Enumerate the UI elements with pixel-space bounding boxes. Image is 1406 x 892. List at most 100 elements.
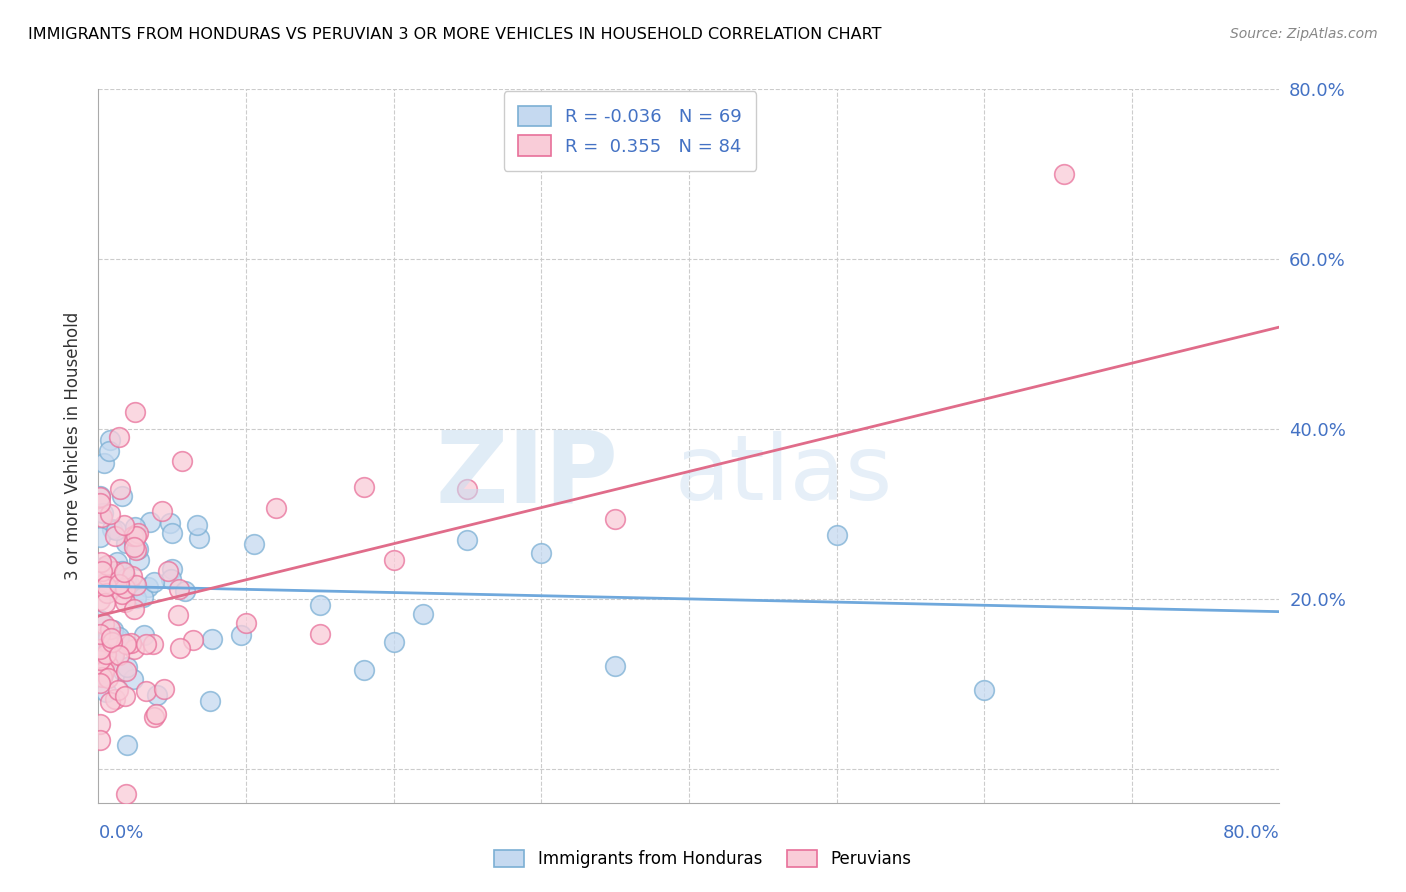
Point xyxy=(115,582,138,596)
Point xyxy=(121,569,143,583)
Point xyxy=(97,631,120,645)
Point xyxy=(94,596,117,610)
Legend: Immigrants from Honduras, Peruvians: Immigrants from Honduras, Peruvians xyxy=(488,843,918,875)
Point xyxy=(101,522,124,536)
Point xyxy=(353,480,375,494)
Point xyxy=(114,689,136,703)
Point xyxy=(128,553,150,567)
Point xyxy=(89,653,111,667)
Text: IMMIGRANTS FROM HONDURAS VS PERUVIAN 3 OR MORE VEHICLES IN HOUSEHOLD CORRELATION: IMMIGRANTS FROM HONDURAS VS PERUVIAN 3 O… xyxy=(28,27,882,42)
Point xyxy=(93,616,115,631)
Point xyxy=(89,564,111,578)
Text: ZIP: ZIP xyxy=(436,426,619,523)
Point xyxy=(142,710,165,724)
Point xyxy=(96,558,118,573)
Point xyxy=(107,682,129,697)
Text: 80.0%: 80.0% xyxy=(1223,824,1279,842)
Point xyxy=(105,555,128,569)
Point xyxy=(91,507,114,521)
Point xyxy=(110,577,132,591)
Point xyxy=(135,637,157,651)
Point xyxy=(124,602,146,616)
Point xyxy=(94,579,117,593)
Point xyxy=(90,641,112,656)
Point xyxy=(243,537,266,551)
Point xyxy=(111,587,134,601)
Point xyxy=(97,657,120,672)
Point xyxy=(91,668,114,682)
Point xyxy=(124,520,146,534)
Point xyxy=(108,430,131,444)
Point xyxy=(103,565,125,579)
Point xyxy=(138,580,160,594)
Point xyxy=(101,635,124,649)
Point xyxy=(114,581,136,595)
Point xyxy=(118,576,141,591)
Point xyxy=(309,599,332,613)
Point xyxy=(90,564,112,578)
Point xyxy=(98,433,121,447)
Point xyxy=(121,529,143,543)
Point xyxy=(157,564,180,578)
Point xyxy=(94,576,117,591)
Point xyxy=(89,627,111,641)
Text: 0.0%: 0.0% xyxy=(98,824,143,842)
Point xyxy=(117,660,139,674)
Point xyxy=(118,582,141,597)
Point xyxy=(89,642,111,657)
Point xyxy=(98,622,121,636)
Text: Source: ZipAtlas.com: Source: ZipAtlas.com xyxy=(1230,27,1378,41)
Point xyxy=(105,523,128,537)
Text: atlas: atlas xyxy=(675,431,893,518)
Point xyxy=(96,647,118,661)
Point xyxy=(101,648,124,662)
Point xyxy=(382,634,405,648)
Point xyxy=(166,607,188,622)
Point xyxy=(124,531,146,545)
Point xyxy=(146,689,169,703)
Point xyxy=(93,664,115,678)
Point xyxy=(114,595,136,609)
Point xyxy=(412,607,434,621)
Point xyxy=(605,659,627,673)
Point xyxy=(89,675,111,690)
Point xyxy=(112,518,135,533)
Point xyxy=(89,530,111,544)
Point xyxy=(188,532,211,546)
Point xyxy=(89,490,111,504)
Point xyxy=(93,560,115,574)
Point xyxy=(107,632,129,646)
Point xyxy=(132,591,155,605)
Point xyxy=(97,672,120,686)
Y-axis label: 3 or more Vehicles in Household: 3 or more Vehicles in Household xyxy=(65,312,83,580)
Point xyxy=(89,716,111,731)
Point xyxy=(107,630,129,644)
Point xyxy=(124,642,146,657)
Point xyxy=(120,636,142,650)
Point xyxy=(264,501,287,516)
Point xyxy=(1053,167,1076,181)
Point xyxy=(127,542,149,557)
Point xyxy=(142,637,165,651)
Point xyxy=(353,663,375,677)
Point xyxy=(122,540,145,554)
Point xyxy=(122,535,145,549)
Point xyxy=(231,628,253,642)
Point xyxy=(145,706,167,721)
Point xyxy=(605,511,627,525)
Point xyxy=(117,738,139,752)
Point xyxy=(104,643,127,657)
Point xyxy=(115,787,138,801)
Point xyxy=(973,683,995,698)
Point xyxy=(139,515,162,529)
Point xyxy=(174,583,197,598)
Point xyxy=(201,632,224,647)
Point xyxy=(309,627,332,641)
Point xyxy=(115,571,138,585)
Point xyxy=(100,582,122,596)
Point xyxy=(153,682,176,697)
Point xyxy=(183,633,205,648)
Point xyxy=(108,648,131,663)
Point xyxy=(115,637,138,651)
Point xyxy=(530,547,553,561)
